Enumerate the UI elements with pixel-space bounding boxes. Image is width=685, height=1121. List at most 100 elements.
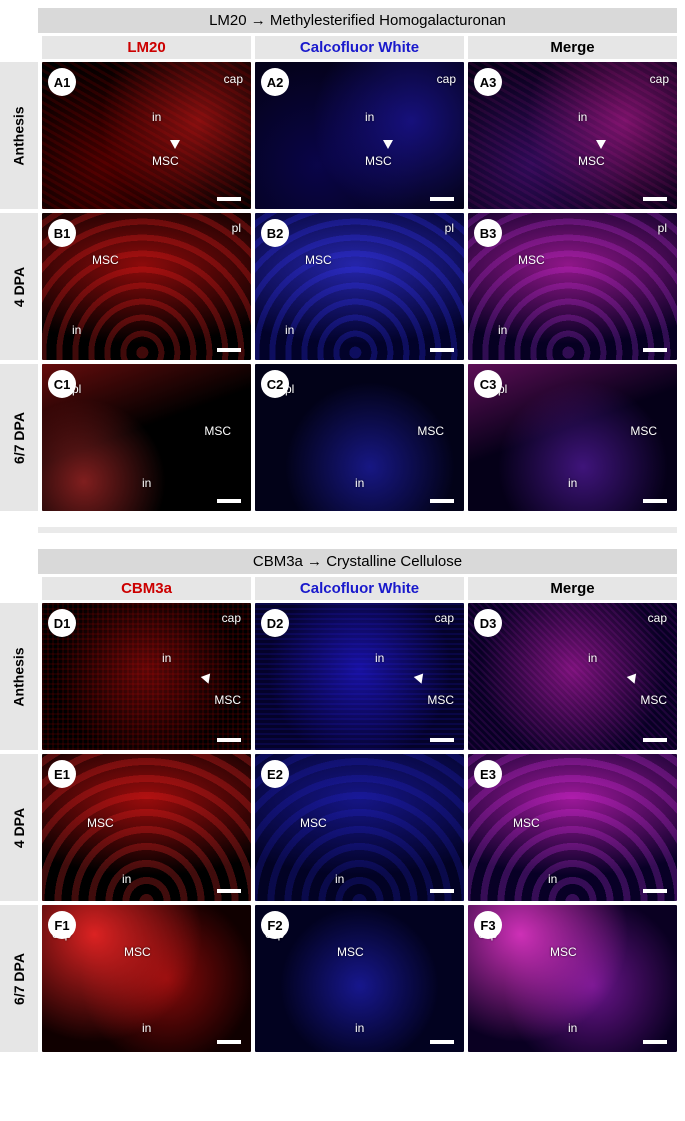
scale-bar: [217, 197, 241, 201]
tissue-annotation: cap: [224, 72, 243, 86]
panel-id-badge: D2: [261, 609, 289, 637]
micrograph-panel: D3capinMSC: [468, 603, 677, 750]
tissue-annotation: in: [355, 1021, 364, 1035]
row-label: 4 DPA: [0, 754, 38, 901]
panel-id-badge: C3: [474, 370, 502, 398]
tissue-annotation: MSC: [87, 816, 114, 830]
tissue-annotation: in: [568, 1021, 577, 1035]
row: 4 DPAE1MSCinE2MSCinE3MSCin: [0, 754, 677, 901]
panel-id-badge: B2: [261, 219, 289, 247]
panel-id-badge: A3: [474, 68, 502, 96]
row-label-text: 4 DPA: [11, 266, 27, 306]
tissue-annotation: in: [72, 323, 81, 337]
row-label-text: Anthesis: [11, 106, 27, 165]
tissue-annotation: MSC: [214, 693, 241, 707]
tissue-annotation: in: [375, 651, 384, 665]
row-label: 4 DPA: [0, 213, 38, 360]
micrograph-panel: C1plMSCin: [42, 364, 251, 511]
arrowhead-icon: [596, 140, 606, 149]
row: AnthesisD1capinMSCD2capinMSCD3capinMSC: [0, 603, 677, 750]
tissue-annotation: MSC: [630, 424, 657, 438]
tissue-annotation: cap: [648, 611, 667, 625]
scale-bar: [643, 889, 667, 893]
tissue-annotation: cap: [437, 72, 456, 86]
tissue-annotation: in: [142, 1021, 151, 1035]
tissue-annotation: MSC: [513, 816, 540, 830]
tissue-annotation: MSC: [518, 253, 545, 267]
tissue-annotation: cap: [435, 611, 454, 625]
tissue-annotation: MSC: [124, 945, 151, 959]
tissue-annotation: in: [122, 872, 131, 886]
tissue-annotation: in: [365, 110, 374, 124]
scale-bar: [217, 499, 241, 503]
panel-id-badge: F1: [48, 911, 76, 939]
tissue-annotation: in: [162, 651, 171, 665]
micrograph-panel: E2MSCin: [255, 754, 464, 901]
scale-bar: [430, 197, 454, 201]
micrograph-panel: B1plMSCin: [42, 213, 251, 360]
row-label-text: Anthesis: [11, 647, 27, 706]
scale-bar: [643, 1040, 667, 1044]
micrograph-panel: B2plMSCin: [255, 213, 464, 360]
tissue-annotation: in: [498, 323, 507, 337]
row-label: Anthesis: [0, 62, 38, 209]
row: 6/7 DPAF1capMSCinF2capMSCinF3capMSCin: [0, 905, 677, 1052]
tissue-annotation: MSC: [152, 154, 179, 168]
tissue-annotation: MSC: [337, 945, 364, 959]
row-label: 6/7 DPA: [0, 905, 38, 1052]
row-label-text: 6/7 DPA: [11, 953, 27, 1005]
micrograph-panel: A3capinMSC: [468, 62, 677, 209]
block-title: LM20 → Methylesterified Homogalacturonan: [38, 8, 677, 33]
tissue-annotation: cap: [222, 611, 241, 625]
scale-bar: [430, 348, 454, 352]
column-header: CBM3a: [42, 577, 251, 600]
block-divider: [38, 527, 677, 533]
arrowhead-icon: [383, 140, 393, 149]
panel-id-badge: D3: [474, 609, 502, 637]
tissue-annotation: MSC: [204, 424, 231, 438]
tissue-annotation: in: [285, 323, 294, 337]
tissue-annotation: MSC: [305, 253, 332, 267]
column-header: Calcofluor White: [255, 577, 464, 600]
micrograph-panel: D1capinMSC: [42, 603, 251, 750]
column-header: LM20: [42, 36, 251, 59]
micrograph-panel: E1MSCin: [42, 754, 251, 901]
tissue-annotation: in: [568, 476, 577, 490]
panel-id-badge: A2: [261, 68, 289, 96]
micrograph-panel: A2capinMSC: [255, 62, 464, 209]
micrograph-panel: E3MSCin: [468, 754, 677, 901]
scale-bar: [643, 499, 667, 503]
block-title: CBM3a → Crystalline Cellulose: [38, 549, 677, 574]
panel-id-badge: F2: [261, 911, 289, 939]
scale-bar: [643, 348, 667, 352]
panel-id-badge: E3: [474, 760, 502, 788]
tissue-annotation: MSC: [578, 154, 605, 168]
tissue-annotation: in: [142, 476, 151, 490]
scale-bar: [217, 1040, 241, 1044]
tissue-annotation: cap: [650, 72, 669, 86]
panel-id-badge: C1: [48, 370, 76, 398]
tissue-annotation: MSC: [427, 693, 454, 707]
row-label-text: 6/7 DPA: [11, 412, 27, 464]
scale-bar: [430, 889, 454, 893]
panel-id-badge: B1: [48, 219, 76, 247]
row: 6/7 DPAC1plMSCinC2plMSCinC3plMSCin: [0, 364, 677, 511]
panel-id-badge: E2: [261, 760, 289, 788]
micrograph-panel: D2 cap in MSC: [255, 603, 464, 750]
micrograph-panel: B3plMSCin: [468, 213, 677, 360]
column-headers: LM20Calcofluor WhiteMerge: [0, 36, 677, 59]
row: 4 DPAB1plMSCinB2plMSCinB3plMSCin: [0, 213, 677, 360]
scale-bar: [643, 738, 667, 742]
row-label: 6/7 DPA: [0, 364, 38, 511]
panel-id-badge: B3: [474, 219, 502, 247]
column-header: Calcofluor White: [255, 36, 464, 59]
scale-bar: [217, 738, 241, 742]
panel-id-badge: C2: [261, 370, 289, 398]
micrograph-panel: F2capMSCin: [255, 905, 464, 1052]
figure-block: LM20 → Methylesterified Homogalacturonan…: [0, 8, 677, 511]
micrograph-panel: A1capinMSC: [42, 62, 251, 209]
scale-bar: [217, 348, 241, 352]
tissue-annotation: MSC: [92, 253, 119, 267]
tissue-annotation: in: [355, 476, 364, 490]
panel-id-badge: F3: [474, 911, 502, 939]
